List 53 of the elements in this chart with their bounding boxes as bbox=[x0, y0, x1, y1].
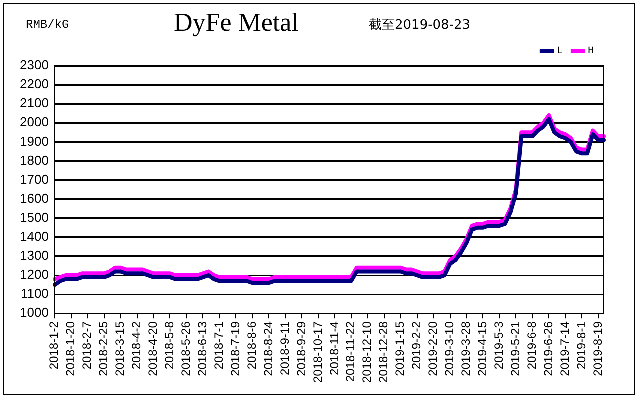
x-tick-label: 2018-12-10 bbox=[360, 321, 374, 384]
x-tick-label: 2019-5-21 bbox=[508, 321, 522, 376]
y-tick-label: 1400 bbox=[20, 229, 49, 244]
chart-subtitle: 截至2019-08-23 bbox=[369, 17, 471, 34]
x-tick-label: 2019-2-2 bbox=[410, 321, 424, 370]
x-tick-label: 2019-8-1 bbox=[574, 321, 588, 370]
y-tick-label: 1800 bbox=[20, 152, 49, 168]
y-tick-label: 2300 bbox=[20, 58, 49, 73]
chart-title: DyFe Metal bbox=[174, 8, 299, 38]
x-tick-label: 2018-9-11 bbox=[278, 321, 292, 376]
y-tick-label: 1200 bbox=[20, 267, 49, 282]
x-tick-label: 2018-3-15 bbox=[113, 321, 128, 376]
x-tick-label: 2018-2-25 bbox=[96, 321, 111, 376]
x-tick-label: 2019-8-19 bbox=[590, 321, 605, 376]
y-tick-label: 1100 bbox=[20, 286, 49, 302]
x-tick-label: 2019-2-20 bbox=[426, 321, 440, 376]
x-tick-label: 2018-4-2 bbox=[130, 321, 144, 370]
x-tick-label: 2018-11-22 bbox=[344, 321, 358, 382]
y-tick-label: 2100 bbox=[20, 96, 49, 111]
y-tick-label: 1000 bbox=[20, 305, 49, 320]
x-tick-label: 2019-7-14 bbox=[558, 321, 572, 376]
x-tick-label: 2018-10-17 bbox=[310, 321, 325, 384]
y-tick-label: 1900 bbox=[20, 134, 49, 149]
legend-label: L bbox=[557, 46, 564, 58]
x-tick-label: 2018-7-1 bbox=[212, 321, 226, 370]
x-tick-label: 2018-5-26 bbox=[179, 321, 194, 376]
x-tick-label: 2019-4-15 bbox=[476, 321, 490, 376]
x-tick-label: 2018-6-13 bbox=[195, 321, 210, 376]
y-tick-label: 1500 bbox=[20, 210, 49, 225]
x-tick-label: 2018-5-8 bbox=[162, 321, 177, 370]
x-tick-label: 2018-7-19 bbox=[228, 321, 242, 376]
x-tick-label: 2019-1-15 bbox=[393, 321, 408, 376]
x-tick-label: 2018-8-24 bbox=[261, 321, 276, 376]
x-tick-label: 2018-1-20 bbox=[64, 321, 78, 376]
x-tick-label: 2018-12-28 bbox=[376, 321, 391, 384]
legend-label: H bbox=[588, 46, 594, 58]
y-tick-label: 2200 bbox=[20, 76, 49, 92]
x-tick-label: 2018-4-20 bbox=[146, 321, 160, 376]
x-tick-label: 2018-9-29 bbox=[294, 321, 308, 376]
x-tick-label: 2019-3-10 bbox=[442, 321, 457, 376]
x-tick-label: 2019-6-26 bbox=[541, 321, 556, 376]
y-tick-label: 1600 bbox=[20, 190, 49, 206]
y-tick-label: 1700 bbox=[20, 172, 49, 187]
x-tick-label: 2019-6-8 bbox=[524, 321, 539, 370]
x-tick-label: 2019-3-28 bbox=[459, 321, 474, 376]
y-tick-label: 2000 bbox=[20, 114, 49, 130]
y-axis-title: RMB/kG bbox=[26, 18, 70, 32]
y-tick-label: 1300 bbox=[20, 248, 49, 264]
x-tick-label: 2019-5-3 bbox=[492, 321, 506, 370]
x-tick-label: 2018-2-7 bbox=[80, 321, 94, 370]
x-tick-label: 2018-1-2 bbox=[47, 321, 62, 370]
x-tick-label: 2018-11-4 bbox=[327, 321, 342, 376]
x-tick-label: 2018-8-6 bbox=[244, 321, 259, 370]
